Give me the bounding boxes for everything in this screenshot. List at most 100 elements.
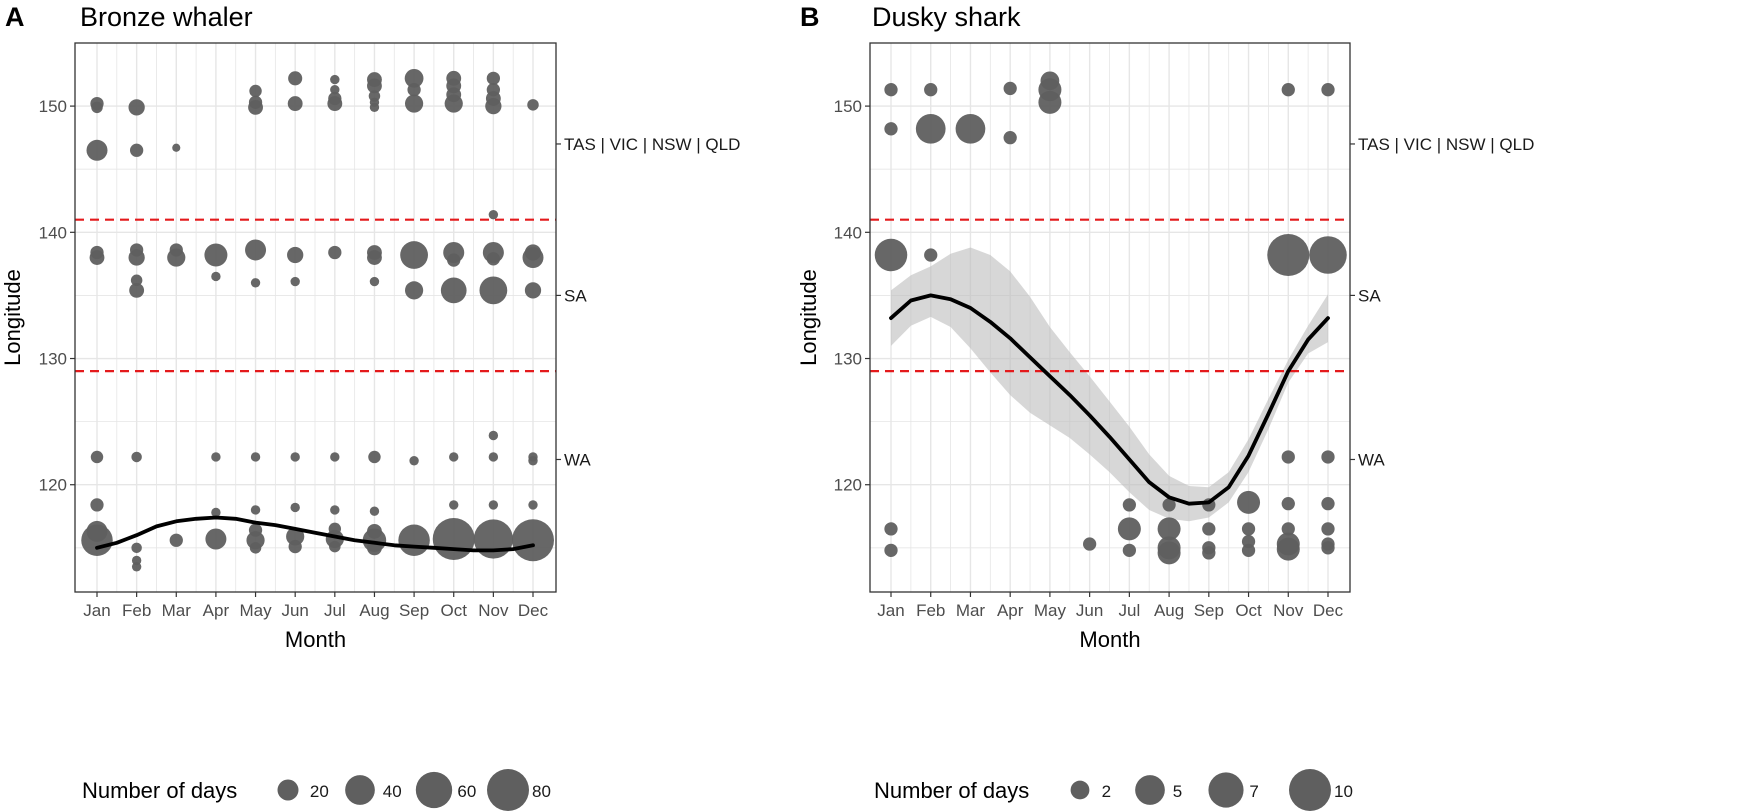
data-point [924,83,938,97]
x-axis-title: Month [285,627,346,652]
data-point [1321,450,1335,464]
data-point [250,452,261,462]
x-tick-label: Mar [956,601,986,620]
data-point [1241,522,1256,536]
legend-label: 5 [1173,782,1182,801]
data-point [130,274,143,287]
region-label: SA [1358,286,1381,305]
data-point [924,248,938,262]
data-point [369,506,380,516]
data-point [288,539,302,554]
data-point [131,451,142,463]
legend-key [1208,772,1244,808]
data-point [204,243,228,267]
data-point [128,99,145,116]
data-point [172,143,181,152]
data-point [290,452,300,462]
data-point [404,281,424,300]
data-point [440,277,467,304]
data-point [250,278,261,288]
data-point [1003,81,1017,96]
x-tick-label: Oct [441,601,468,620]
data-point [330,74,340,85]
chart-title: Bronze whaler [80,2,253,32]
data-point [1122,543,1137,557]
data-point [404,68,424,88]
legend-title: Number of days [874,778,1029,803]
data-point [479,276,508,305]
legend-label: 40 [383,782,402,801]
data-point [330,452,340,462]
region-label: SA [564,286,587,305]
data-point [369,102,380,113]
panel-dusky-shark: 120 130 140 150 Jan Feb Mar Apr May Jun Jul Aug Sep O… [796,2,1534,811]
x-tick-label: May [239,601,272,620]
data-point [1003,131,1017,145]
data-point [330,505,340,515]
data-point [407,83,421,97]
x-tick-label: Jul [324,601,346,620]
panel-label: A [5,2,25,32]
data-point [1241,543,1256,557]
data-point [915,113,946,144]
x-tick-label: Apr [203,601,230,620]
data-point [249,84,262,98]
data-point [449,452,459,462]
data-point [1321,541,1335,555]
data-point [1117,517,1141,541]
data-point [287,246,304,264]
x-tick-label: Nov [1273,601,1304,620]
data-point [874,238,908,272]
x-tick-label: May [1034,601,1067,620]
x-axis-title: Month [1079,627,1140,652]
data-point [90,498,104,512]
data-point [404,94,424,113]
data-point [1157,541,1181,565]
data-point [329,540,341,553]
data-point [1157,517,1181,541]
data-point [1281,497,1295,511]
data-point [488,209,499,220]
legend-key [415,771,453,809]
legend-label: 7 [1249,782,1258,801]
data-point [286,527,305,546]
region-label: TAS | VIC | NSW | QLD [1358,135,1534,154]
x-tick-label: Apr [997,601,1024,620]
data-point [129,282,145,298]
data-point [1321,83,1335,97]
y-tick-label: 150 [834,97,862,116]
smooth-line [889,293,1330,506]
legend-label: 10 [1334,782,1353,801]
data-point [409,456,419,466]
legend-key [345,775,375,805]
data-point [131,542,142,554]
data-point [488,430,499,441]
chart-title: Dusky shark [872,2,1021,32]
data-point [486,71,501,85]
data-point [449,500,459,510]
plot-frame [74,42,557,593]
data-point [447,253,461,267]
region-label: TAS | VIC | NSW | QLD [564,135,740,154]
y-tick-label: 120 [834,476,862,495]
data-point [290,276,300,287]
x-tick-label: Nov [478,601,509,620]
data-point [330,85,340,95]
data-point [1122,498,1137,512]
y-tick-label: 150 [39,97,67,116]
data-point [1309,236,1347,274]
panel-label: B [800,2,820,32]
data-point [211,452,221,462]
x-tick-label: Dec [518,601,549,620]
data-point [287,96,303,112]
data-point [1281,83,1295,97]
size-legend: Number of days 2 5 7 10 [874,769,1353,811]
x-tick-label: Oct [1235,601,1262,620]
data-point [1202,522,1216,536]
legend-key [1135,775,1165,805]
y-axis-title: Longitude [796,269,821,366]
legend-label: 80 [532,782,551,801]
data-point [169,533,183,547]
data-point [1267,234,1310,277]
y-tick-label: 130 [834,350,862,369]
